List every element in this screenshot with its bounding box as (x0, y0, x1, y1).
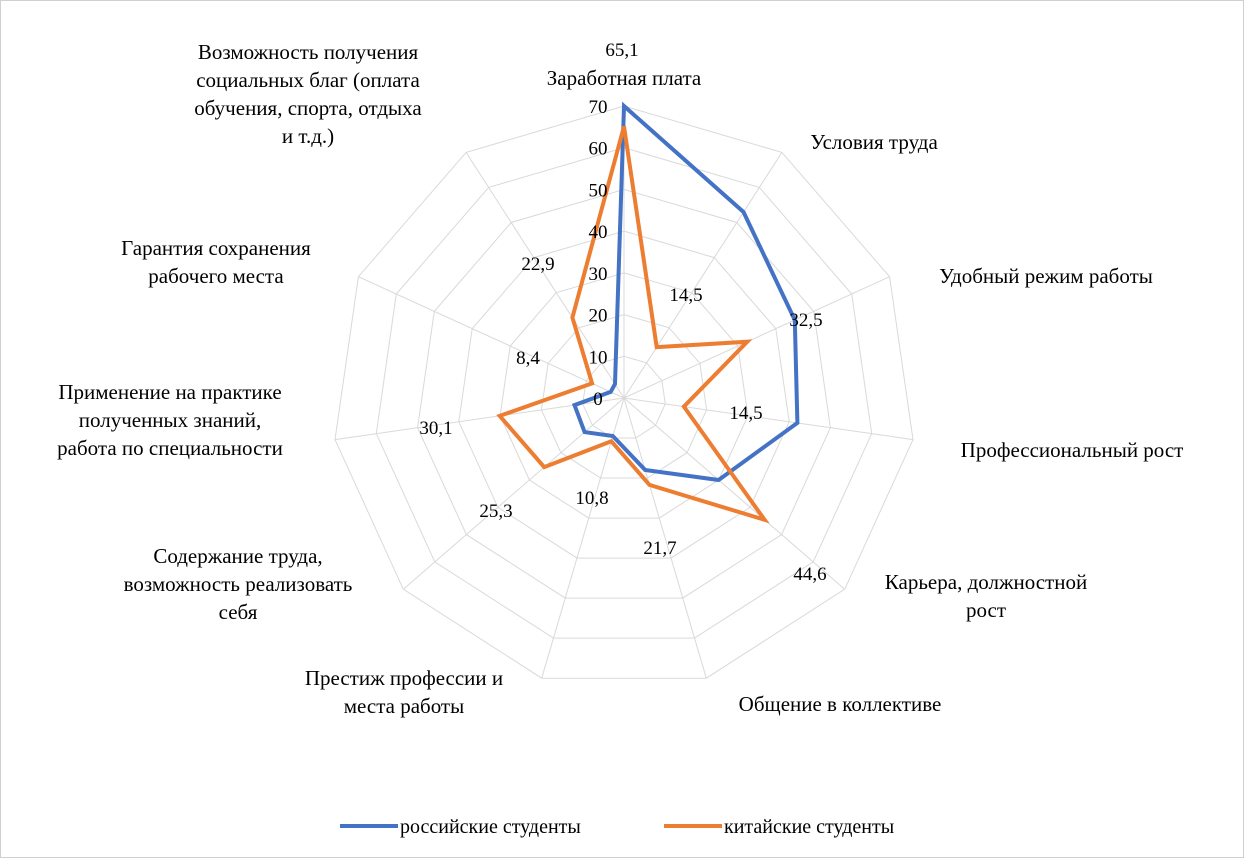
category-label: себя (219, 600, 258, 624)
category-label: рабочего места (148, 264, 284, 288)
radar-grid (334, 105, 914, 679)
data-labels: 65,1 14,5 32,5 14,5 44,6 21,7 10,8 25,3 30,1 8,4 2… (419, 40, 826, 585)
grid-spoke (358, 276, 625, 399)
category-label: и т.д.) (282, 124, 334, 148)
tick-label: 50 (589, 180, 608, 201)
grid-spoke (402, 397, 625, 590)
category-label: обучения, спорта, отдыха (194, 96, 422, 120)
data-label: 32,5 (789, 310, 822, 331)
category-label: Престиж профессии и (305, 666, 503, 690)
tick-label: 40 (589, 222, 608, 243)
category-label: рост (966, 598, 1006, 622)
radar-series (496, 101, 800, 524)
category-label: Заработная плата (547, 66, 702, 90)
category-label: Применение на практике (58, 380, 281, 404)
legend-label: китайские студенты (724, 816, 894, 838)
grid-spoke (623, 397, 846, 590)
grid-spoke (623, 397, 914, 441)
tick-label: 0 (593, 389, 603, 410)
category-label: Условия труда (810, 130, 938, 154)
category-label: Возможность получения (198, 40, 419, 64)
data-label: 21,7 (643, 538, 676, 559)
grid-ring (417, 188, 831, 599)
grid-spoke (465, 152, 625, 399)
category-label: возможность реализовать (124, 572, 353, 596)
data-label: 44,6 (793, 564, 826, 585)
data-label: 65,1 (605, 40, 638, 61)
category-label: Удобный режим работы (939, 264, 1153, 288)
grid-spoke (623, 397, 707, 679)
category-label: Содержание труда, (153, 544, 322, 568)
category-label: Общение в коллективе (739, 692, 942, 716)
data-label: 14,5 (669, 285, 702, 306)
data-label: 30,1 (419, 418, 452, 439)
grid-ring (375, 147, 873, 639)
series-line-2 (496, 125, 770, 524)
data-label: 22,9 (521, 254, 554, 275)
data-label: 14,5 (729, 403, 762, 424)
category-label: полученных знаний, (79, 408, 261, 432)
grid-spoke (541, 397, 625, 679)
grid-ring (334, 105, 914, 679)
data-label: 8,4 (516, 348, 540, 369)
tick-label: 30 (589, 264, 608, 285)
tick-label: 60 (589, 139, 608, 160)
category-label: Профессиональный рост (961, 438, 1184, 462)
legend: российские студенты китайские студенты (340, 816, 894, 838)
category-label: социальных благ (оплата (196, 68, 420, 92)
category-label: Карьера, должностной (885, 570, 1087, 594)
data-label: 25,3 (479, 501, 512, 522)
tick-label: 70 (589, 97, 608, 118)
series-line-1 (571, 101, 800, 483)
grid-spoke (623, 152, 783, 399)
category-label: места работы (344, 694, 464, 718)
data-label: 10,8 (575, 488, 608, 509)
legend-label: российские студенты (400, 816, 581, 838)
grid-ring (540, 314, 708, 479)
tick-label: 10 (589, 347, 608, 368)
category-labels: Заработная плата Условия труда Удобный реж… (57, 40, 1183, 718)
tick-label: 20 (589, 306, 608, 327)
category-label: Гарантия сохранения (121, 236, 311, 260)
radial-axis-ticks: 0 10 20 30 40 50 60 70 (589, 97, 608, 410)
grid-ring (458, 230, 790, 559)
category-label: работа по специальности (57, 436, 283, 460)
grid-ring (499, 272, 749, 519)
grid-spoke (623, 276, 890, 399)
